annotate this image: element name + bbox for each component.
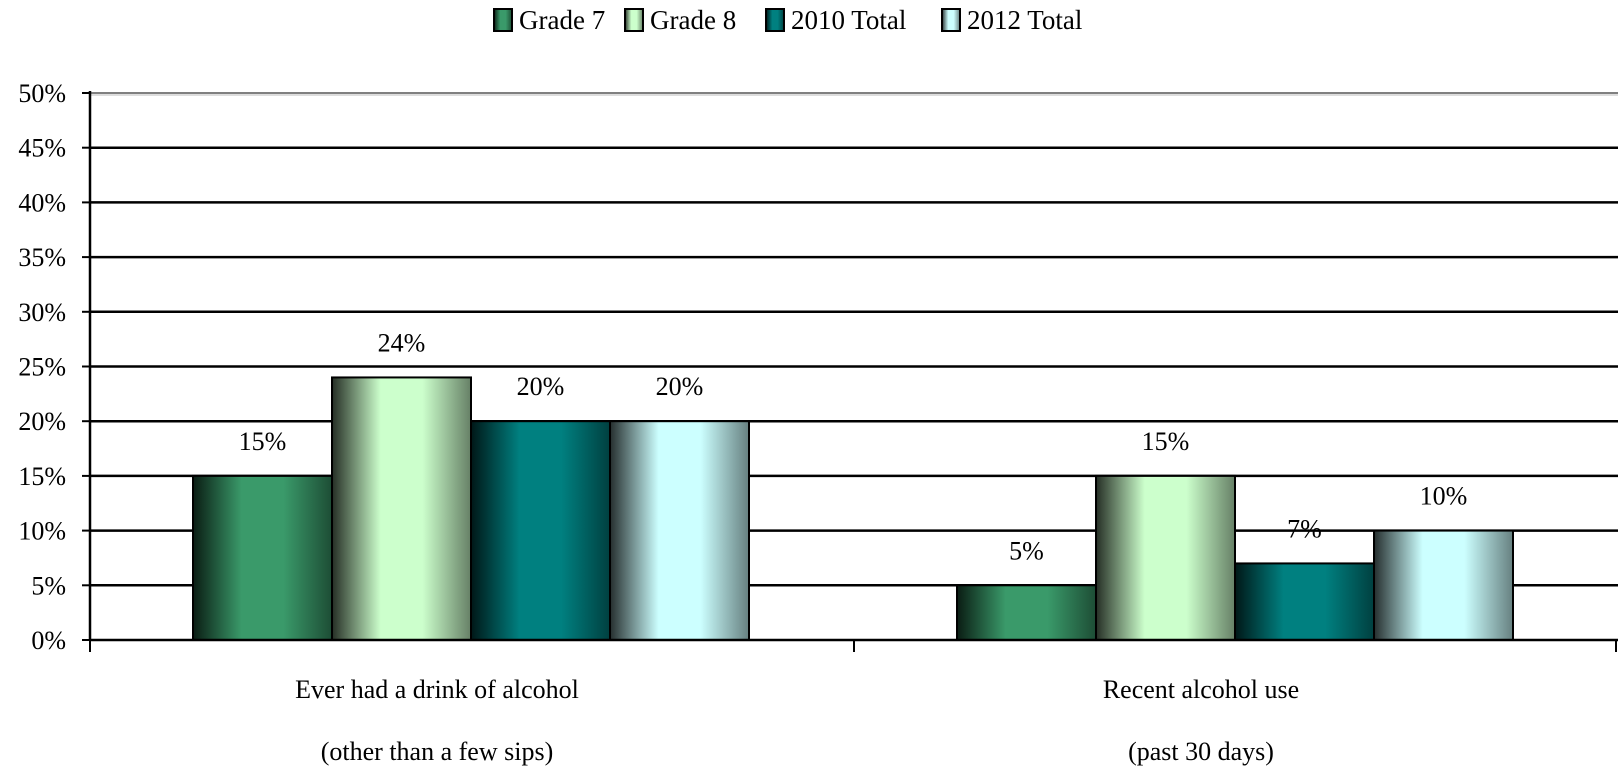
bar-grade-8-0: [331, 376, 472, 641]
legend-swatch: [765, 8, 785, 32]
y-tick-label: 0%: [31, 626, 66, 655]
legend-label: 2012 Total: [967, 5, 1082, 35]
category-label: Recent alcohol use: [1103, 675, 1299, 704]
legend-swatch: [941, 8, 961, 32]
axes: [82, 91, 1618, 652]
bar-grade-7-1: [956, 584, 1097, 641]
y-tick-label: 25%: [18, 353, 66, 382]
y-tick-label: 15%: [18, 462, 66, 491]
bar-grade-8-1: [1095, 474, 1236, 641]
bar-2012-total-0: [609, 420, 750, 642]
legend-label: 2010 Total: [791, 5, 906, 35]
bar-grade-7-0: [192, 474, 333, 641]
y-tick-label: 10%: [18, 517, 66, 546]
legend-swatch: [493, 8, 513, 32]
y-tick-label: 30%: [18, 298, 66, 327]
category-label: (past 30 days): [1128, 737, 1274, 766]
data-label: 5%: [1009, 536, 1044, 565]
data-label: 15%: [239, 427, 287, 456]
y-tick-label: 50%: [18, 79, 66, 108]
bar-2010-total-1: [1234, 562, 1375, 641]
labels: 0% 5% 10% 15% 20% 25% 30% 35% 40% 45% 50% 15% 24% 20%…: [18, 79, 1467, 766]
data-label: 24%: [378, 328, 426, 357]
y-tick-label: 45%: [18, 134, 66, 163]
legend: Grade 7 Grade 8 2010 Total 2012 Total: [493, 5, 1082, 35]
legend-swatch: [624, 8, 644, 32]
y-tick-label: 5%: [31, 571, 66, 600]
bars: [192, 376, 1514, 642]
data-label: 20%: [656, 372, 704, 401]
y-tick-label: 35%: [18, 243, 66, 272]
bar-2010-total-0: [470, 420, 611, 642]
y-tick-label: 20%: [18, 407, 66, 436]
bar-2012-total-1: [1373, 529, 1514, 641]
data-label: 10%: [1420, 482, 1468, 511]
category-label: Ever had a drink of alcohol: [295, 675, 579, 704]
legend-label: Grade 7: [519, 5, 605, 35]
category-label: (other than a few sips): [321, 737, 553, 766]
y-tick-label: 40%: [18, 188, 66, 217]
data-label: 7%: [1287, 514, 1322, 543]
legend-label: Grade 8: [650, 5, 736, 35]
data-label: 15%: [1142, 427, 1190, 456]
data-label: 20%: [517, 372, 565, 401]
